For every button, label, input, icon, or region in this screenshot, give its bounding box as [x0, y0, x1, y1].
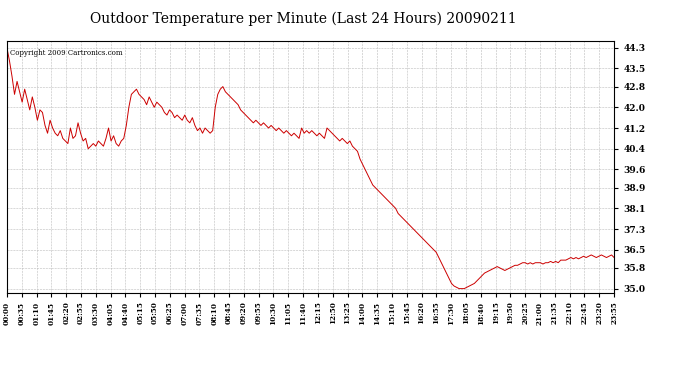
Text: Copyright 2009 Cartronics.com: Copyright 2009 Cartronics.com [10, 49, 123, 57]
Text: Outdoor Temperature per Minute (Last 24 Hours) 20090211: Outdoor Temperature per Minute (Last 24 … [90, 11, 517, 26]
